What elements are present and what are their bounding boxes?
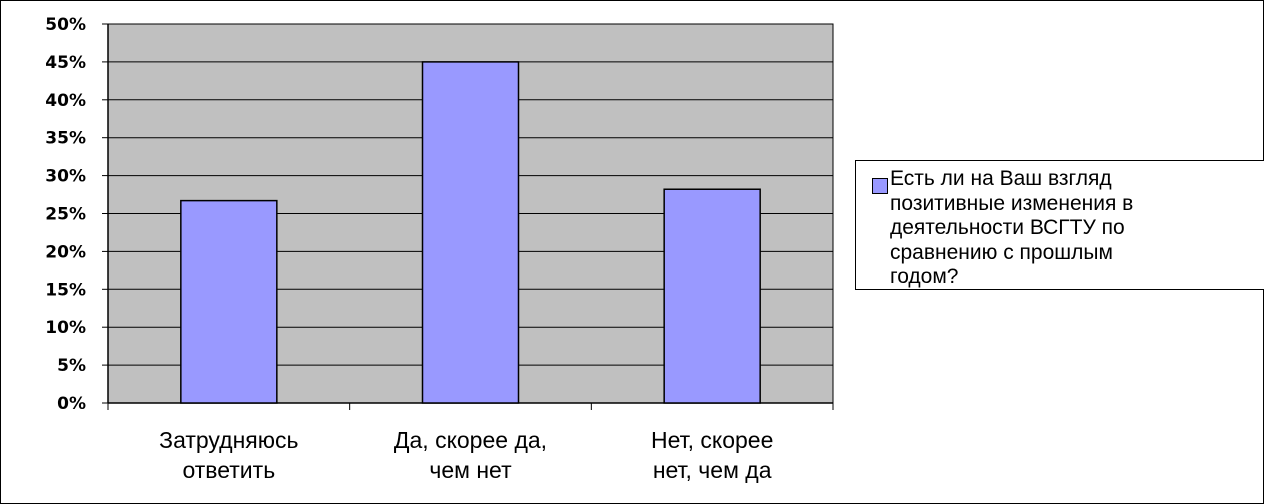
y-tick-label: 20% — [45, 242, 86, 262]
x-tick-label: Затрудняюсь — [159, 427, 298, 453]
y-tick-label: 15% — [45, 280, 86, 300]
x-tick-label: Да, скорее да, — [394, 427, 547, 453]
y-tick-label: 25% — [45, 205, 86, 225]
y-tick-label: 0% — [57, 394, 86, 414]
x-tick-label: чем нет — [429, 457, 512, 483]
legend-swatch — [872, 178, 888, 194]
y-tick-label: 40% — [45, 91, 86, 111]
x-tick-label: нет, чем да — [653, 457, 772, 483]
y-tick-label: 10% — [45, 318, 86, 338]
y-tick-label: 35% — [45, 129, 86, 149]
bar — [180, 199, 278, 404]
bar — [421, 61, 520, 404]
legend: Есть ли на Ваш взгляд позитивные изменен… — [855, 160, 1264, 290]
x-tick-label: Нет, скорее — [651, 427, 773, 453]
y-tick-label: 5% — [57, 356, 86, 376]
bar — [663, 188, 761, 404]
legend-label: Есть ли на Ваш взгляд позитивные изменен… — [890, 167, 1134, 288]
y-tick-label: 45% — [45, 53, 86, 73]
y-tick-label: 50% — [45, 15, 86, 35]
y-tick-label: 30% — [45, 167, 86, 187]
x-tick-label: ответить — [182, 457, 275, 483]
